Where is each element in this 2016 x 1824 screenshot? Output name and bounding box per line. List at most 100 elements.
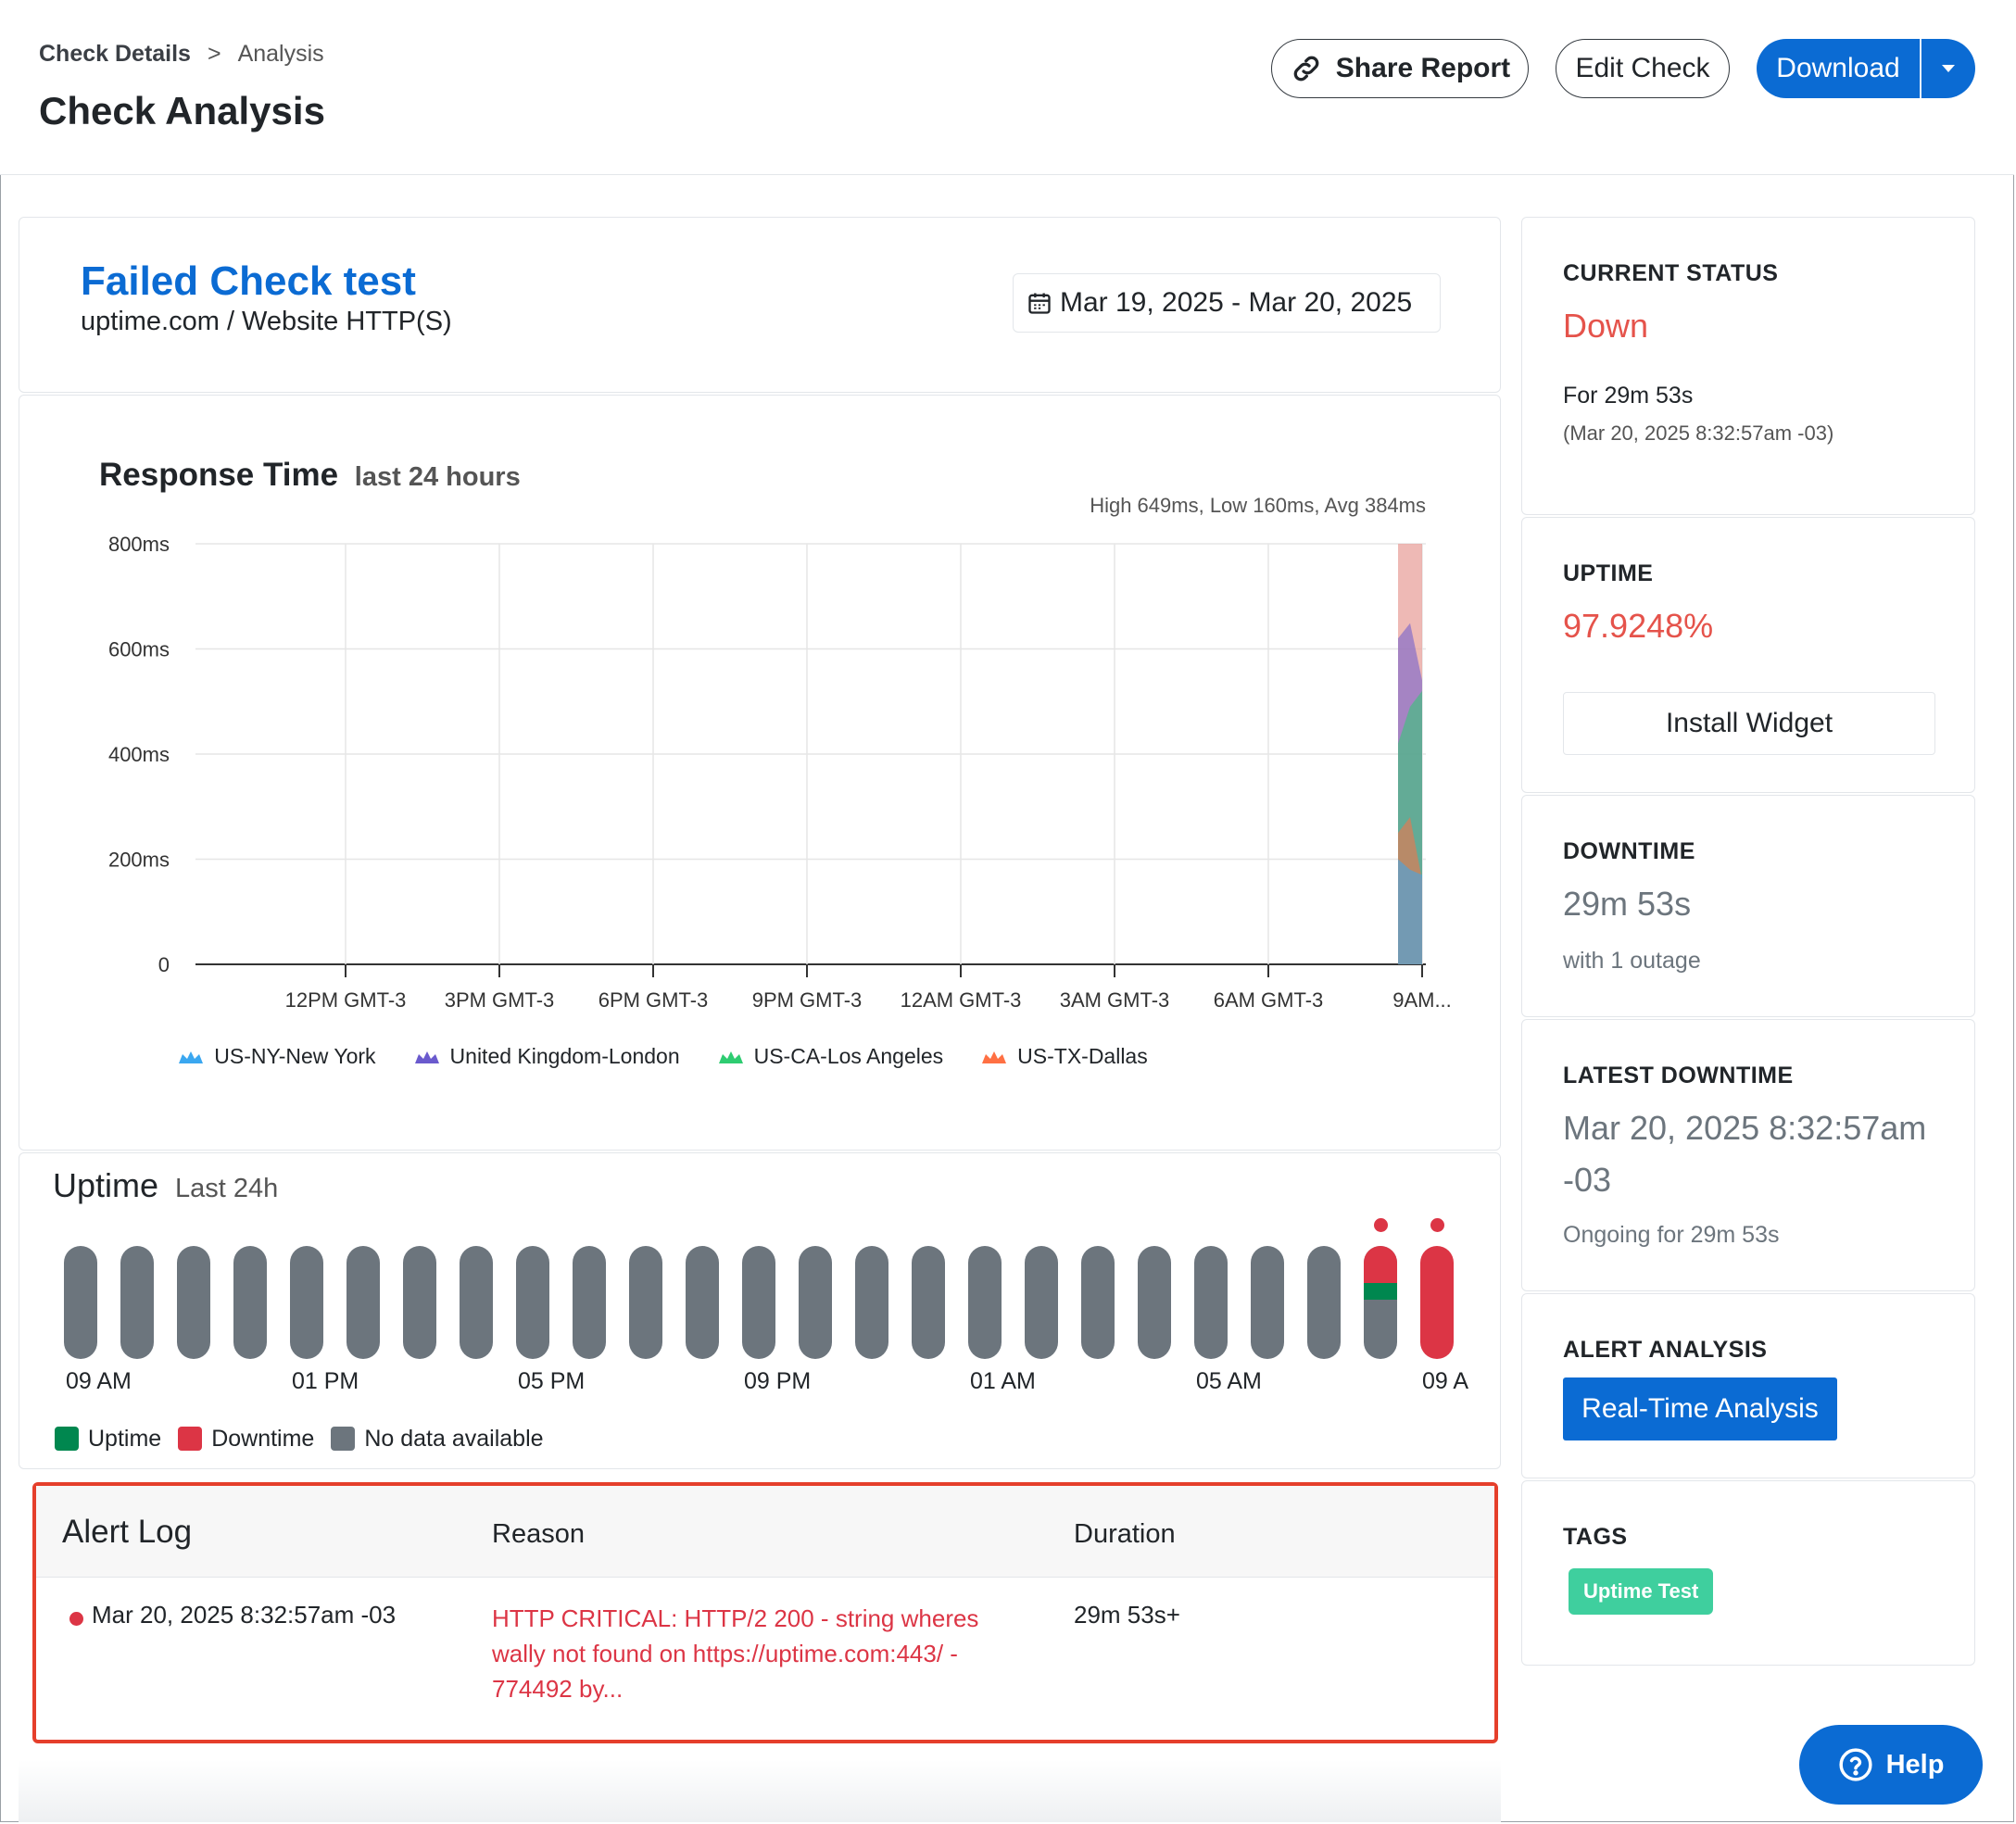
- tag-uptime-test[interactable]: Uptime Test: [1569, 1568, 1714, 1615]
- uptime-legend: Uptime Downtime No data available: [55, 1426, 544, 1453]
- breadcrumb-check-details[interactable]: Check Details: [39, 41, 191, 67]
- uptime-bar[interactable]: [629, 1246, 662, 1359]
- link-icon: [1293, 56, 1319, 82]
- alert-log-title: Alert Log: [62, 1514, 193, 1550]
- alert-time: Mar 20, 2025 8:32:57am -03: [92, 1601, 397, 1629]
- chart-title-sub: last 24 hours: [354, 462, 521, 492]
- uptime-title-main: Uptime: [53, 1166, 159, 1204]
- uptime-bar[interactable]: [1420, 1246, 1454, 1359]
- x-tick-label: 12PM GMT-3: [285, 988, 407, 1012]
- y-tick-label: 600ms: [108, 638, 170, 661]
- uptime-bar[interactable]: [403, 1246, 436, 1359]
- breadcrumb: Check Details > Analysis: [39, 41, 324, 68]
- response-time-card: Response Time last 24 hours High 649ms, …: [19, 395, 1501, 1151]
- legend-marker-icon: [179, 1050, 204, 1063]
- nodata-swatch: [331, 1427, 356, 1451]
- legend-uptime: Uptime: [55, 1426, 161, 1453]
- uptime-bar[interactable]: [177, 1246, 210, 1359]
- tags-card: TAGS Uptime Test: [1521, 1480, 1975, 1666]
- legend-item[interactable]: United Kingdom-London: [413, 1044, 680, 1069]
- date-range-picker[interactable]: Mar 19, 2025 - Mar 20, 2025: [1013, 273, 1441, 333]
- legend-marker-icon: [414, 1050, 439, 1063]
- check-info-card: Failed Check test uptime.com / Website H…: [19, 217, 1501, 393]
- share-report-button[interactable]: Share Report: [1271, 39, 1529, 98]
- uptime-bar[interactable]: [346, 1246, 380, 1359]
- alert-analysis-card: ALERT ANALYSIS Real-Time Analysis: [1521, 1293, 1975, 1478]
- uptime-bar[interactable]: [1364, 1246, 1397, 1359]
- uptime-bar[interactable]: [686, 1246, 719, 1359]
- uptime-bar[interactable]: [1194, 1246, 1228, 1359]
- y-tick-label: 400ms: [108, 743, 170, 766]
- uptime-bar[interactable]: [460, 1246, 493, 1359]
- uptime-title: Uptime Last 24h: [53, 1166, 278, 1205]
- latest-downtime-card: LATEST DOWNTIME Mar 20, 2025 8:32:57am -…: [1521, 1019, 1975, 1291]
- alert-duration: 29m 53s+: [1074, 1601, 1180, 1629]
- legend-label: US-CA-Los Angeles: [753, 1044, 944, 1068]
- y-tick-label: 200ms: [108, 849, 170, 872]
- legend-marker-icon: [982, 1050, 1007, 1063]
- bar-time-label: 05 AM: [1196, 1368, 1262, 1394]
- x-tick-label: 12AM GMT-3: [901, 988, 1022, 1012]
- uptime-bar[interactable]: [516, 1246, 549, 1359]
- legend-item[interactable]: US-NY-New York: [177, 1044, 376, 1069]
- latest-downtime-value-2: -03: [1563, 1161, 1612, 1199]
- alert-status-dot: [69, 1612, 83, 1626]
- legend-downtime: Downtime: [178, 1426, 314, 1453]
- uptime-bar[interactable]: [290, 1246, 323, 1359]
- uptime-bar[interactable]: [799, 1246, 832, 1359]
- x-tick-label: 9PM GMT-3: [752, 988, 863, 1012]
- x-tick-label: 9AM...: [1392, 988, 1452, 1012]
- legend-label: US-NY-New York: [214, 1044, 376, 1068]
- downtime-note: with 1 outage: [1563, 948, 1701, 974]
- real-time-analysis-button[interactable]: Real-Time Analysis: [1563, 1377, 1837, 1440]
- downtime-indicator-dot: [1430, 1218, 1444, 1232]
- legend-label: United Kingdom-London: [449, 1044, 680, 1068]
- uptime-bar[interactable]: [1307, 1246, 1341, 1359]
- uptime-bar[interactable]: [855, 1246, 888, 1359]
- edit-check-button[interactable]: Edit Check: [1556, 39, 1730, 98]
- uptime-title-sub: Last 24h: [175, 1174, 279, 1203]
- downtime-card: DOWNTIME 29m 53s with 1 outage: [1521, 795, 1975, 1017]
- uptime-bar[interactable]: [573, 1246, 606, 1359]
- downtime-value: 29m 53s: [1563, 885, 1692, 923]
- uptime-bar[interactable]: [1138, 1246, 1171, 1359]
- x-tick-label: 6PM GMT-3: [598, 988, 709, 1012]
- uptime-bar[interactable]: [120, 1246, 154, 1359]
- uptime-bar[interactable]: [912, 1246, 945, 1359]
- breadcrumb-separator: >: [207, 41, 221, 67]
- download-label: Download: [1776, 53, 1900, 83]
- legend-label: US-TX-Dallas: [1017, 1044, 1148, 1068]
- check-name[interactable]: Failed Check test: [81, 258, 416, 304]
- check-subtitle: uptime.com / Website HTTP(S): [81, 307, 452, 336]
- uptime-bar[interactable]: [1025, 1246, 1058, 1359]
- uptime-bar[interactable]: [1251, 1246, 1284, 1359]
- alert-reason[interactable]: HTTP CRITICAL: HTTP/2 200 - string where…: [492, 1604, 979, 1703]
- install-widget-button[interactable]: Install Widget: [1563, 692, 1935, 755]
- alert-analysis-label: ALERT ANALYSIS: [1563, 1337, 1768, 1363]
- chart-title: Response Time last 24 hours: [99, 457, 521, 494]
- latest-downtime-value-1: Mar 20, 2025 8:32:57am: [1563, 1109, 1927, 1147]
- downtime-swatch: [178, 1427, 203, 1451]
- download-dropdown-toggle[interactable]: [1922, 63, 1975, 74]
- uptime-card: Uptime Last 24h 09 AM 01 PM 05 PM 09 PM 01 A…: [19, 1152, 1501, 1469]
- legend-item[interactable]: US-CA-Los Angeles: [717, 1044, 944, 1069]
- uptime-stat-card: UPTIME 97.9248% Install Widget: [1521, 517, 1975, 793]
- alert-log-card: Alert Log Reason Duration Mar 20, 2025 8…: [32, 1482, 1498, 1743]
- uptime-stat-value: 97.9248%: [1563, 607, 1714, 645]
- help-button[interactable]: Help: [1799, 1725, 1983, 1805]
- legend-item[interactable]: US-TX-Dallas: [980, 1044, 1148, 1069]
- download-button[interactable]: Download: [1757, 39, 1975, 98]
- bottom-fade: [19, 1760, 1501, 1822]
- latest-downtime-label: LATEST DOWNTIME: [1563, 1063, 1794, 1088]
- legend-marker-icon: [718, 1050, 743, 1063]
- uptime-bar[interactable]: [233, 1246, 267, 1359]
- uptime-bar[interactable]: [1081, 1246, 1115, 1359]
- column-duration: Duration: [1074, 1519, 1176, 1549]
- x-tick-label: 3PM GMT-3: [445, 988, 555, 1012]
- column-reason: Reason: [492, 1519, 585, 1549]
- help-label: Help: [1885, 1749, 1945, 1780]
- uptime-bar[interactable]: [968, 1246, 1002, 1359]
- uptime-bar[interactable]: [64, 1246, 97, 1359]
- chart-legend: US-NY-New York United Kingdom-London US-CA…: [19, 1044, 1518, 1069]
- uptime-bar[interactable]: [742, 1246, 775, 1359]
